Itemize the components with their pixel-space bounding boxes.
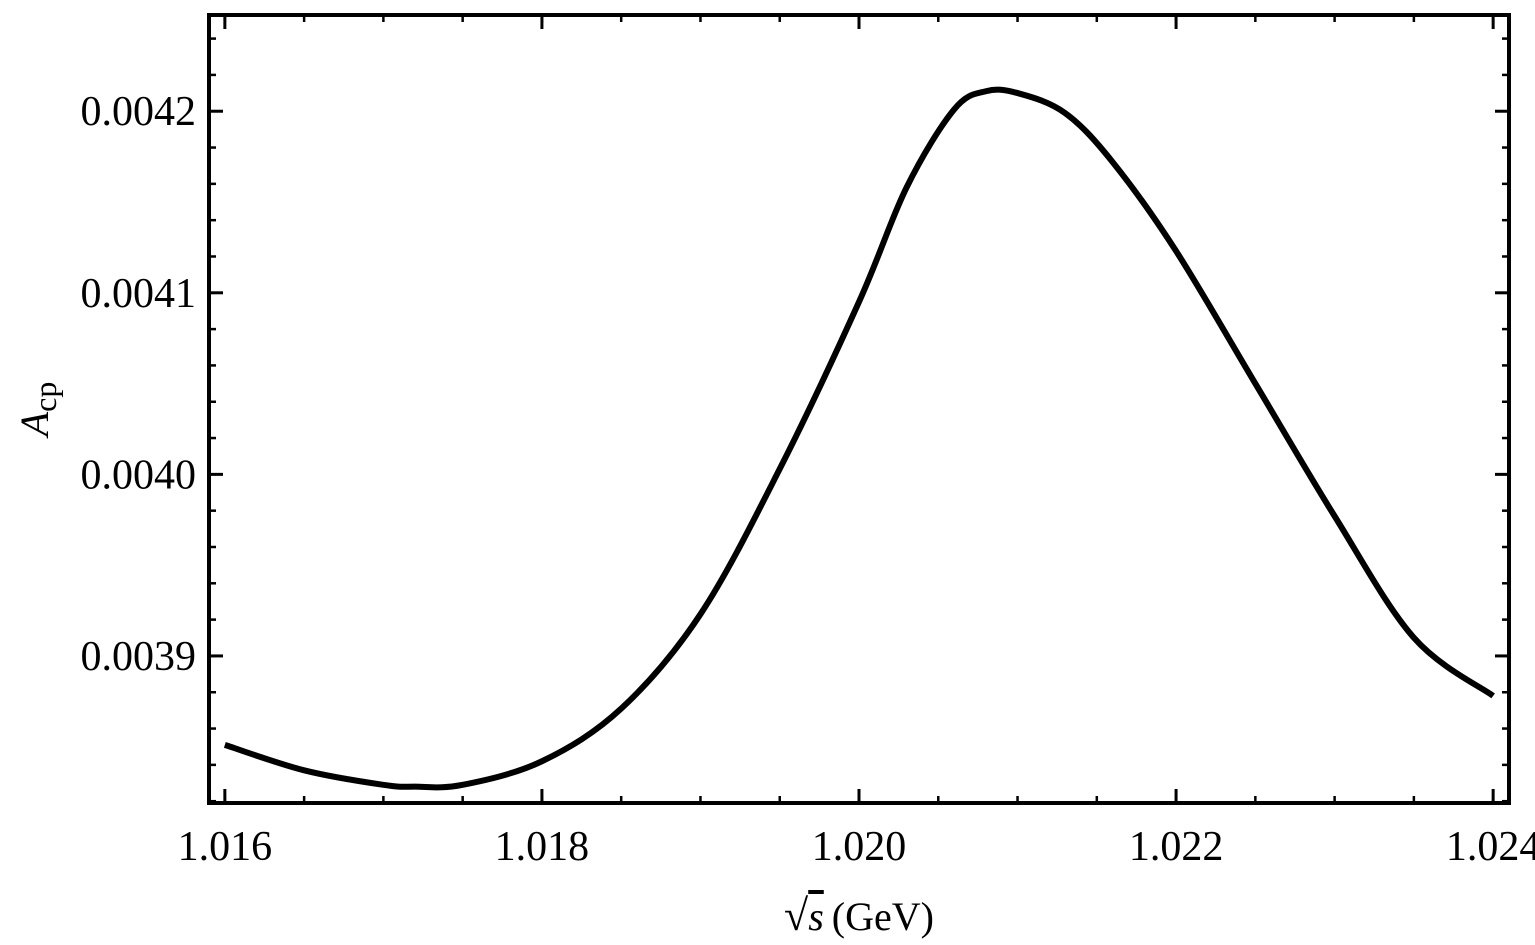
x-tick-label: 1.020	[812, 824, 907, 870]
y-tick-label: 0.0041	[81, 271, 197, 317]
x-tick-label: 1.024	[1446, 824, 1535, 870]
y-tick-label: 0.0040	[81, 452, 197, 498]
x-tick-label: 1.022	[1129, 824, 1224, 870]
tick-labels: 1.016 1.018 1.020 1.022 1.024 0.0039 0.0040 0.0…	[81, 89, 1535, 870]
y-axis-label: Acp	[12, 382, 63, 440]
y-axis-label-subscript: cp	[27, 382, 63, 412]
minor-ticks	[209, 15, 1509, 803]
plot-frame	[207, 13, 1511, 805]
x-axis-label-variable: s	[808, 894, 824, 939]
y-tick-label: 0.0042	[81, 89, 197, 135]
x-axis-label-sqrt: √	[784, 891, 809, 940]
y-axis-label-symbol: A	[12, 411, 57, 439]
series-line	[223, 86, 1495, 791]
x-tick-label: 1.016	[178, 824, 273, 870]
y-tick-label: 0.0039	[81, 634, 197, 680]
major-ticks	[209, 15, 1509, 803]
x-axis-label-unit: (GeV)	[832, 894, 934, 939]
x-tick-label: 1.018	[495, 824, 590, 870]
x-axis-label: √s (GeV)	[784, 891, 934, 940]
